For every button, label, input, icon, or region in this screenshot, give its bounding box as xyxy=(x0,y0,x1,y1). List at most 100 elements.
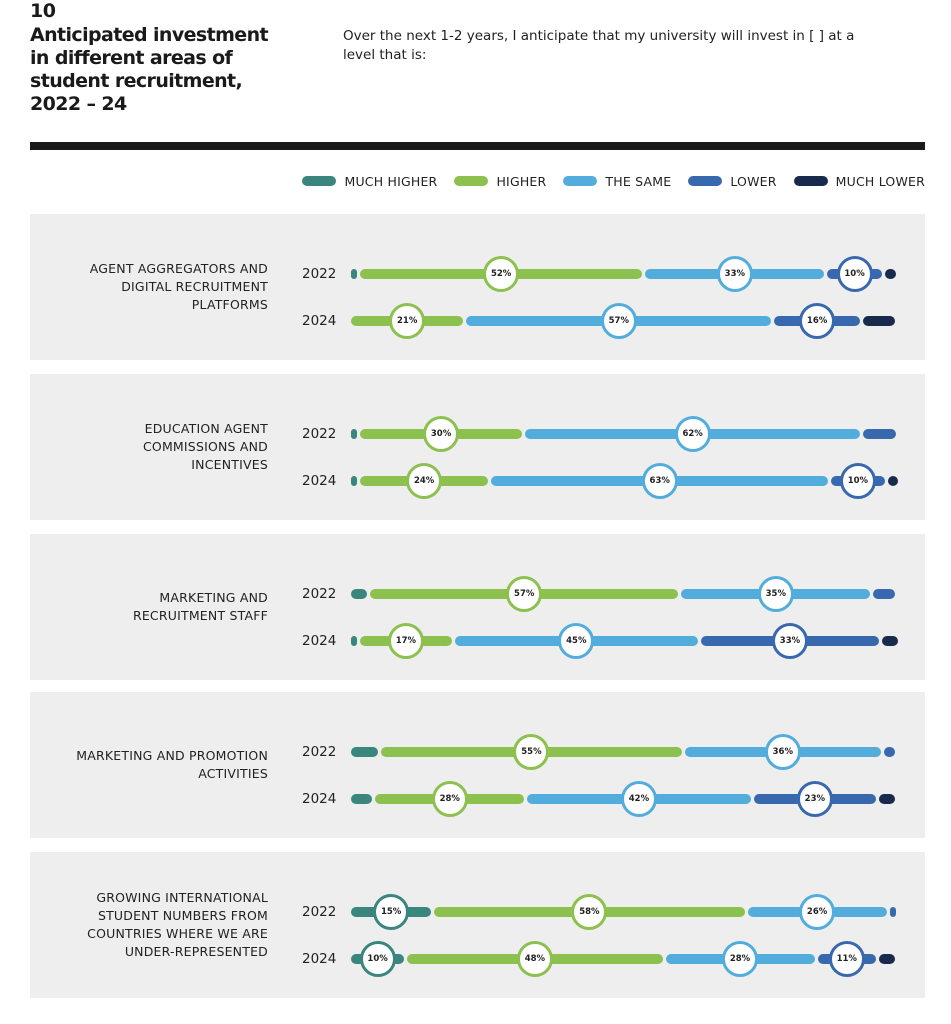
data-label-higher: 55% xyxy=(513,734,550,770)
bar-row-2024: 17% 45% 33% xyxy=(351,623,899,659)
category-label-line: AGENT AGGREGATORS AND xyxy=(89,261,268,276)
data-label-same: 57% xyxy=(600,303,637,339)
year-label: 2022 xyxy=(302,586,337,602)
category-label-line: UNDER-REPRESENTED xyxy=(124,944,268,959)
chart-group-panel: MARKETING AND PROMOTION ACTIVITIES 2022 55%… xyxy=(30,692,925,838)
data-label-same: 62% xyxy=(674,416,711,452)
bar-row-2022: 30% 62% xyxy=(351,416,896,452)
bar-row-2024: 28% 42% 23% xyxy=(351,781,895,817)
data-label-same: 63% xyxy=(641,463,678,499)
bar-segment-much-higher xyxy=(351,429,357,439)
year-label: 2024 xyxy=(302,951,337,967)
bar-segment-much-lower xyxy=(887,476,899,486)
data-label-much-higher: 15% xyxy=(373,894,410,930)
legend-swatch xyxy=(563,176,598,186)
bar-segment-lower xyxy=(889,907,896,917)
bar-segment-lower xyxy=(873,589,895,599)
data-label-lower: 11% xyxy=(828,941,865,977)
figure-title-line: 2022 – 24 xyxy=(30,93,127,115)
year-label: 2022 xyxy=(302,266,337,282)
legend-label: THE SAME xyxy=(605,173,672,189)
bar-segment-much-higher xyxy=(351,636,357,646)
figure-number: 10 xyxy=(30,0,56,22)
bar-segment-lower xyxy=(884,747,895,757)
figure-title-line: Anticipated investment xyxy=(30,24,269,46)
bar-row-2022: 52% 33% 10% xyxy=(351,256,896,292)
legend-swatch xyxy=(454,176,489,186)
category-label-line: DIGITAL RECRUITMENT xyxy=(121,279,268,294)
year-label: 2024 xyxy=(302,791,337,807)
chart-group-panel: AGENT AGGREGATORS AND DIGITAL RECRUITMENT… xyxy=(30,214,925,360)
legend-label: MUCH LOWER xyxy=(835,173,925,189)
year-label: 2022 xyxy=(302,904,337,920)
data-label-same: 36% xyxy=(764,734,801,770)
figure-title-line: in different areas of xyxy=(30,47,233,69)
category-label-line: ACTIVITIES xyxy=(198,766,268,781)
category-label-line: COMMISSIONS AND xyxy=(142,439,268,454)
category-label: GROWING INTERNATIONAL STUDENT NUMBERS FRO… xyxy=(42,889,268,961)
category-label-line: RECRUITMENT STAFF xyxy=(132,608,268,623)
data-label-higher: 48% xyxy=(516,941,553,977)
data-label-much-higher: 10% xyxy=(359,941,396,977)
data-label-lower: 23% xyxy=(796,781,833,817)
data-label-higher: 17% xyxy=(387,623,424,659)
data-label-same: 26% xyxy=(799,894,836,930)
legend-swatch xyxy=(793,176,828,186)
data-label-higher: 21% xyxy=(389,303,426,339)
category-label: AGENT AGGREGATORS AND DIGITAL RECRUITMENT… xyxy=(42,260,268,314)
bar-segment-much-lower xyxy=(862,316,895,326)
year-label: 2022 xyxy=(302,426,337,442)
year-label: 2024 xyxy=(302,313,337,329)
data-label-same: 28% xyxy=(722,941,759,977)
year-label: 2024 xyxy=(302,473,337,489)
bar-row-2024: 21% 57% 16% xyxy=(351,303,895,339)
legend-item-much-lower: MUCH LOWER xyxy=(793,173,925,189)
category-label-line: PLATFORMS xyxy=(191,297,268,312)
data-label-lower: 10% xyxy=(839,463,876,499)
data-label-same: 45% xyxy=(558,623,595,659)
data-label-lower: 16% xyxy=(799,303,836,339)
legend-label: HIGHER xyxy=(496,173,547,189)
bar-row-2022: 55% 36% xyxy=(351,734,895,770)
category-label: EDUCATION AGENT COMMISSIONS AND INCENTIVES xyxy=(42,420,268,474)
chart-group-panel: EDUCATION AGENT COMMISSIONS AND INCENTIVES… xyxy=(30,374,925,520)
bar-segment-much-lower xyxy=(879,954,895,964)
legend-label: LOWER xyxy=(730,173,777,189)
data-label-higher: 58% xyxy=(571,894,608,930)
figure-title-line: student recruitment, xyxy=(30,70,243,92)
bar-row-2022: 57% 35% xyxy=(351,576,895,612)
data-label-higher: 57% xyxy=(506,576,543,612)
header-divider xyxy=(30,142,925,150)
year-label: 2024 xyxy=(302,633,337,649)
bar-row-2024: 10% 48% 28% 11% xyxy=(351,941,895,977)
data-label-higher: 30% xyxy=(423,416,460,452)
figure-subtitle: Over the next 1-2 years, I anticipate th… xyxy=(343,27,903,65)
data-label-same: 42% xyxy=(620,781,657,817)
legend-label: MUCH HIGHER xyxy=(344,173,438,189)
legend-item-higher: HIGHER xyxy=(454,174,546,189)
category-label-line: COUNTRIES WHERE WE ARE xyxy=(87,926,268,941)
legend-swatch xyxy=(688,176,723,186)
legend-swatch xyxy=(302,176,337,186)
chart-legend: MUCH HIGHER HIGHER THE SAME LOWER MUCH LOWER xyxy=(302,173,925,189)
bar-segment-much-lower xyxy=(882,636,899,646)
data-label-higher: 28% xyxy=(431,781,468,817)
chart-group-panel: MARKETING AND RECRUITMENT STAFF 2022 57% 35%… xyxy=(30,534,925,680)
category-label-line: MARKETING AND xyxy=(159,590,268,605)
bar-segment-much-higher xyxy=(351,476,357,486)
bar-row-2024: 24% 63% 10% xyxy=(351,463,899,499)
data-label-lower: 33% xyxy=(771,623,808,659)
data-label-higher: 52% xyxy=(483,256,520,292)
subtitle-line: Over the next 1-2 years, I anticipate th… xyxy=(343,28,855,44)
bar-segment-much-higher xyxy=(351,589,368,599)
bar-row-2022: 15% 58% 26% xyxy=(351,894,896,930)
bar-segment-much-higher xyxy=(351,747,379,757)
data-label-lower: 10% xyxy=(836,256,873,292)
data-label-same: 35% xyxy=(757,576,794,612)
chart-group-panel: GROWING INTERNATIONAL STUDENT NUMBERS FRO… xyxy=(30,852,925,998)
bar-segment-much-lower xyxy=(884,269,896,279)
bar-segment-much-lower xyxy=(879,794,895,804)
legend-item-lower: LOWER xyxy=(688,174,776,189)
figure-title: Anticipated investment in different area… xyxy=(30,24,300,116)
category-label-line: INCENTIVES xyxy=(191,457,268,472)
